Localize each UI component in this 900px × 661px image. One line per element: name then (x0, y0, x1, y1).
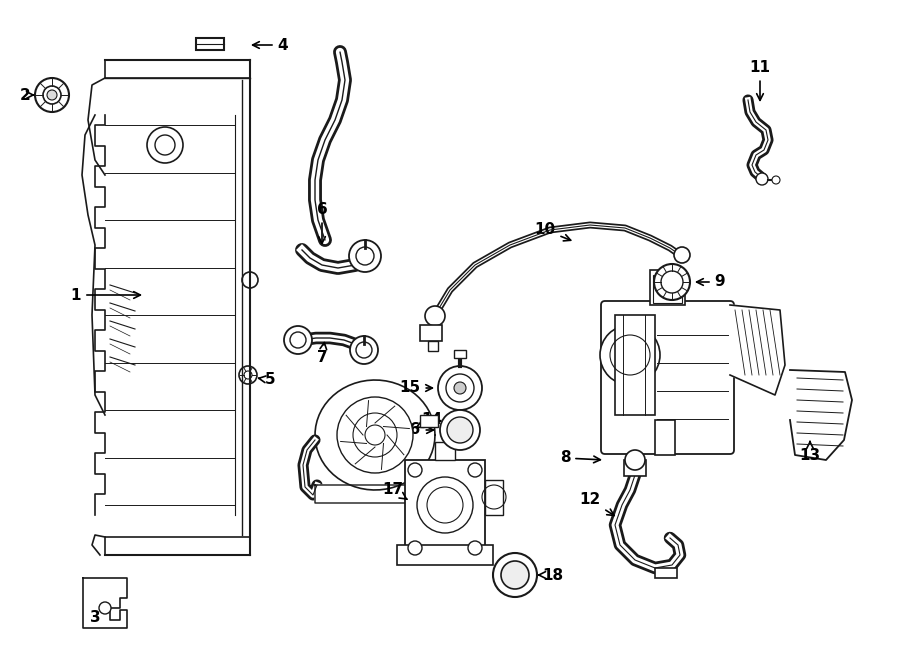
Bar (485, 480, 503, 515)
Circle shape (350, 336, 378, 364)
Circle shape (674, 247, 690, 263)
FancyBboxPatch shape (601, 301, 734, 454)
Bar (655, 568, 677, 578)
Bar (428, 341, 438, 351)
Circle shape (35, 78, 69, 112)
Text: 4: 4 (253, 38, 288, 52)
Circle shape (425, 306, 445, 326)
Text: 3: 3 (90, 603, 107, 625)
Polygon shape (315, 380, 435, 490)
Polygon shape (730, 305, 785, 395)
Text: 10: 10 (535, 223, 571, 241)
Circle shape (756, 173, 768, 185)
Circle shape (501, 561, 529, 589)
Circle shape (99, 602, 111, 614)
Circle shape (654, 264, 690, 300)
Polygon shape (83, 578, 127, 628)
Circle shape (493, 553, 537, 597)
Bar (650, 270, 685, 305)
Text: 16: 16 (400, 422, 434, 438)
Text: 8: 8 (560, 451, 600, 465)
Circle shape (772, 176, 780, 184)
Text: 18: 18 (539, 568, 563, 582)
Text: 12: 12 (580, 492, 614, 516)
Text: 17: 17 (382, 483, 407, 499)
Bar (615, 315, 655, 415)
Text: 11: 11 (750, 61, 770, 100)
Circle shape (468, 463, 482, 477)
Circle shape (47, 90, 57, 100)
Bar (105, 60, 250, 78)
Bar (397, 545, 493, 565)
Circle shape (349, 240, 381, 272)
Bar (454, 350, 466, 358)
Text: 5: 5 (258, 373, 275, 387)
Polygon shape (790, 370, 852, 460)
Circle shape (447, 417, 473, 443)
Bar (105, 537, 250, 555)
Circle shape (284, 326, 312, 354)
Bar (196, 38, 224, 50)
Circle shape (438, 366, 482, 410)
Text: 6: 6 (317, 202, 328, 243)
Polygon shape (315, 485, 430, 503)
Bar (405, 460, 485, 560)
Bar (653, 275, 682, 303)
Text: 7: 7 (317, 342, 328, 366)
Bar (420, 325, 442, 341)
Bar (655, 420, 675, 455)
Text: 2: 2 (20, 87, 33, 102)
Circle shape (440, 410, 480, 450)
Circle shape (625, 450, 645, 470)
Text: 15: 15 (400, 381, 432, 395)
Text: 9: 9 (697, 274, 725, 290)
Circle shape (468, 541, 482, 555)
Circle shape (408, 541, 422, 555)
Bar (420, 415, 438, 427)
Circle shape (408, 463, 422, 477)
Circle shape (337, 397, 413, 473)
Circle shape (43, 86, 61, 104)
Circle shape (239, 366, 257, 384)
Circle shape (600, 325, 660, 385)
Circle shape (454, 382, 466, 394)
Bar (624, 460, 646, 476)
Text: 14: 14 (416, 412, 443, 428)
Text: 13: 13 (799, 442, 821, 463)
Text: 1: 1 (71, 288, 140, 303)
Bar (435, 442, 455, 460)
Circle shape (244, 371, 252, 379)
